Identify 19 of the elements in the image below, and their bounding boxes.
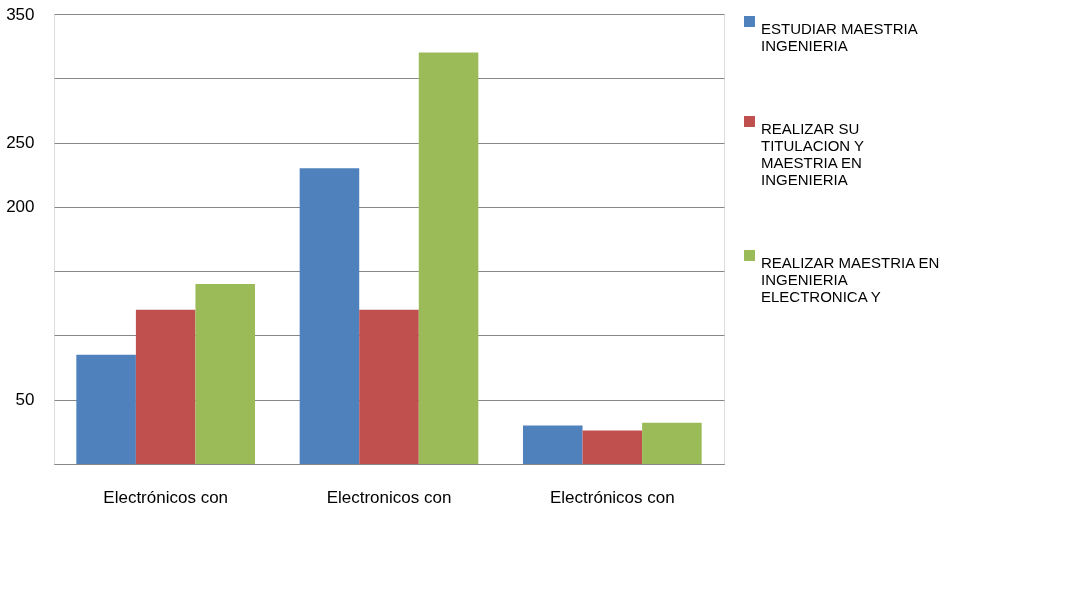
bar [359,309,419,464]
y-tick-label: 350 [6,4,35,24]
bar [299,168,360,464]
y-tick-label: 50 [15,390,35,410]
legend-label: ESTUDIAR MAESTRIA INGENIERIA [761,19,918,54]
bar [135,309,196,464]
x-tick-label: Electronicos con [326,487,452,507]
bar [642,422,702,464]
bar [76,354,136,464]
legend-label: REALIZAR SU TITULACION Y MAESTRIA EN INGENIERIA [761,119,865,188]
x-tick-label: Electrónicos con [103,487,229,507]
bar [582,430,643,464]
y-tick-label: 250 [6,133,35,153]
bar [523,425,583,464]
legend-label: REALIZAR MAESTRIA EN INGENIERIA ELECTRONICA Y [761,253,940,305]
x-tick-label: Electrónicos con [549,487,675,507]
y-tick-label: 200 [6,197,35,217]
bar [195,284,255,464]
bar [418,52,479,464]
